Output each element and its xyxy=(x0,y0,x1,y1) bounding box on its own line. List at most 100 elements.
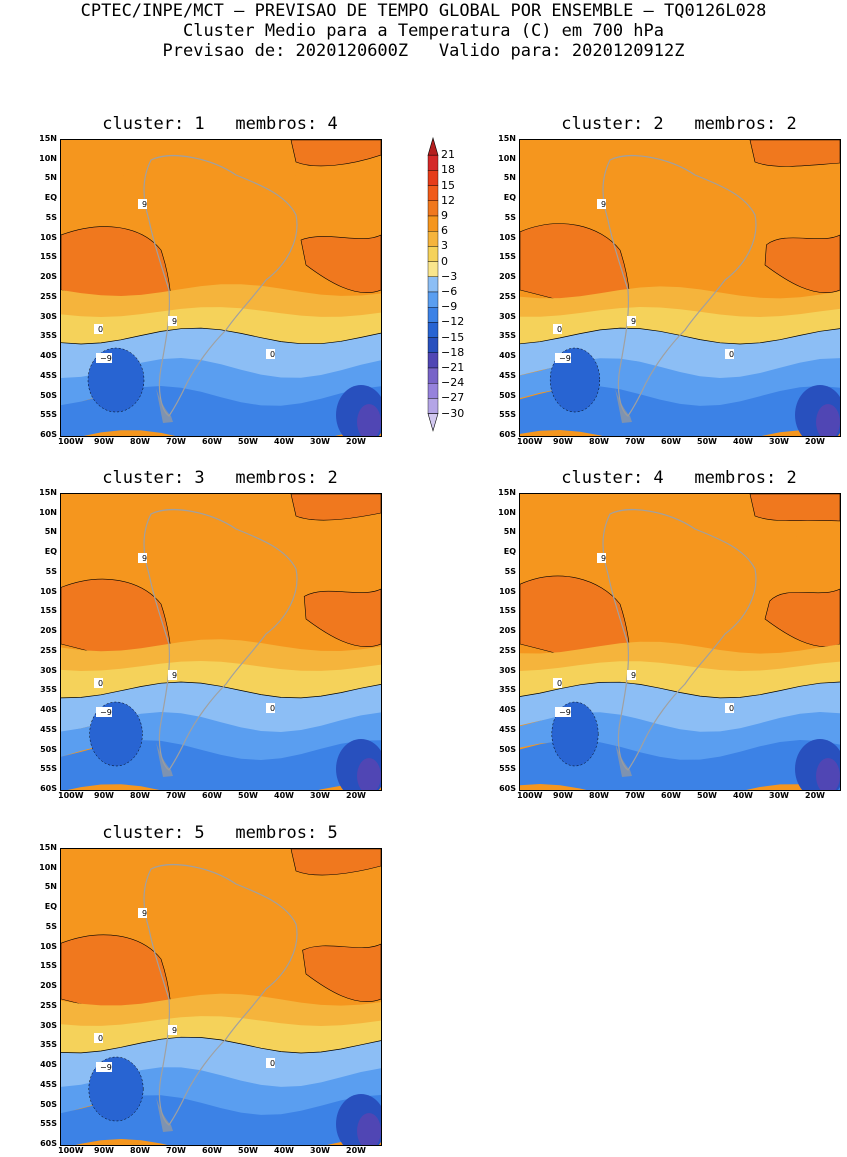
lat-label: 5N xyxy=(44,527,57,537)
svg-text:0: 0 xyxy=(98,1034,103,1043)
lat-label: 20S xyxy=(499,272,516,282)
lat-label: 15N xyxy=(498,488,516,497)
lat-label: 15N xyxy=(39,488,57,497)
panel-title-5: cluster: 5 membros: 5 xyxy=(102,823,338,843)
svg-text:−9: −9 xyxy=(100,1063,112,1072)
colorbar-label: 9 xyxy=(441,209,448,222)
lat-label: 55S xyxy=(40,764,57,774)
colorbar-swatch xyxy=(427,185,439,201)
colorbar-label: 18 xyxy=(441,163,455,177)
temperature-map-4: 9 9 0 0 −9 xyxy=(519,493,841,791)
lon-label: 20W xyxy=(346,791,366,800)
lat-label: 20S xyxy=(499,626,516,636)
header-line-1: CPTEC/INPE/MCT – PREVISAO DE TEMPO GLOBA… xyxy=(80,1,767,21)
lat-label: 15S xyxy=(40,252,57,262)
colorbar-swatch xyxy=(427,136,439,156)
svg-text:0: 0 xyxy=(729,704,734,713)
lon-label: 20W xyxy=(346,1146,366,1155)
colorbar-swatch xyxy=(427,306,439,323)
lat-label: 45S xyxy=(499,370,516,380)
panel-title-1: cluster: 1 membros: 4 xyxy=(102,114,338,134)
lat-label: 10S xyxy=(40,586,57,596)
lat-label: 20S xyxy=(40,981,57,991)
lat-label: 5N xyxy=(44,882,57,892)
lat-label: 15S xyxy=(40,606,57,616)
lon-label: 40W xyxy=(274,791,294,800)
colorbar-swatch xyxy=(427,352,439,369)
svg-text:9: 9 xyxy=(172,317,177,326)
colorbar-swatch xyxy=(427,322,439,338)
temperature-map-1: 9 9 0 0 −9 xyxy=(60,139,382,437)
colorbar-swatch xyxy=(427,200,439,217)
lat-label: 20S xyxy=(40,626,57,636)
lat-label: 30S xyxy=(40,1020,57,1030)
svg-text:−9: −9 xyxy=(100,354,112,363)
svg-text:0: 0 xyxy=(557,325,562,334)
lat-label: 20S xyxy=(40,272,57,282)
lon-label: 40W xyxy=(274,1146,294,1155)
lat-label: 10N xyxy=(39,862,57,872)
lat-label: 40S xyxy=(40,351,57,361)
svg-text:9: 9 xyxy=(631,317,636,326)
colorbar-swatch xyxy=(427,398,439,414)
lon-label: 30W xyxy=(769,791,789,800)
lon-label: 90W xyxy=(553,791,573,800)
lat-label: 15N xyxy=(39,843,57,852)
svg-text:−9: −9 xyxy=(559,354,571,363)
lat-label: 55S xyxy=(499,764,516,774)
colorbar-swatch xyxy=(427,230,439,247)
colorbar-swatch xyxy=(427,246,439,262)
contour-label: 0 xyxy=(725,703,734,713)
lat-label: 40S xyxy=(40,705,57,715)
contour-label: 9 xyxy=(138,908,147,918)
lon-label: 70W xyxy=(166,437,186,446)
contour-label: 9 xyxy=(138,553,147,563)
colorbar-swatch xyxy=(427,337,439,354)
svg-text:9: 9 xyxy=(142,200,147,209)
contour-label: −9 xyxy=(96,1062,112,1072)
lat-label: 45S xyxy=(40,1079,57,1089)
lat-label: 10S xyxy=(499,232,516,242)
temperature-map-2: 9 9 0 0 −9 xyxy=(519,139,841,437)
lon-label: 20W xyxy=(346,437,366,446)
colorbar-swatch xyxy=(427,170,439,186)
lat-label: 15N xyxy=(39,134,57,143)
lon-label: 60W xyxy=(661,437,681,446)
lon-label: 80W xyxy=(589,791,609,800)
lat-label: 55S xyxy=(40,410,57,420)
lat-label: 35S xyxy=(40,685,57,695)
lon-label: 50W xyxy=(238,1146,258,1155)
svg-text:−9: −9 xyxy=(559,708,571,717)
svg-text:0: 0 xyxy=(557,679,562,688)
colorbar-label: −6 xyxy=(441,285,458,298)
lon-label: 70W xyxy=(166,791,186,800)
contour-label: 0 xyxy=(94,678,103,688)
contour-label: 0 xyxy=(553,324,562,334)
lon-label: 70W xyxy=(625,791,645,800)
panel-title-2: cluster: 2 membros: 2 xyxy=(561,114,797,134)
lat-label: 5S xyxy=(504,212,516,222)
lat-label: 40S xyxy=(40,1060,57,1070)
colorbar-label: 15 xyxy=(441,178,455,192)
lon-label: 30W xyxy=(310,1146,330,1155)
lat-label: 15N xyxy=(498,134,516,143)
colorbar-label: 6 xyxy=(441,224,448,238)
contour-label: 9 xyxy=(627,316,636,326)
svg-text:9: 9 xyxy=(631,671,636,680)
svg-text:9: 9 xyxy=(601,554,606,563)
lat-label: 35S xyxy=(499,685,516,695)
lat-label: 25S xyxy=(40,1000,57,1010)
lat-label: 5S xyxy=(45,921,57,931)
lon-label: 60W xyxy=(202,791,222,800)
colorbar-label: −24 xyxy=(441,376,465,390)
lon-label: 100W xyxy=(517,791,543,800)
lon-label: 20W xyxy=(805,791,825,800)
lon-label: 100W xyxy=(517,437,543,446)
svg-text:9: 9 xyxy=(601,200,606,209)
contour-label: 0 xyxy=(94,1033,103,1043)
colorbar-label: 3 xyxy=(441,239,448,253)
colorbar-swatch xyxy=(427,413,439,432)
lat-label: 35S xyxy=(40,331,57,341)
contour-label: 9 xyxy=(138,199,147,209)
svg-text:0: 0 xyxy=(270,1059,275,1068)
